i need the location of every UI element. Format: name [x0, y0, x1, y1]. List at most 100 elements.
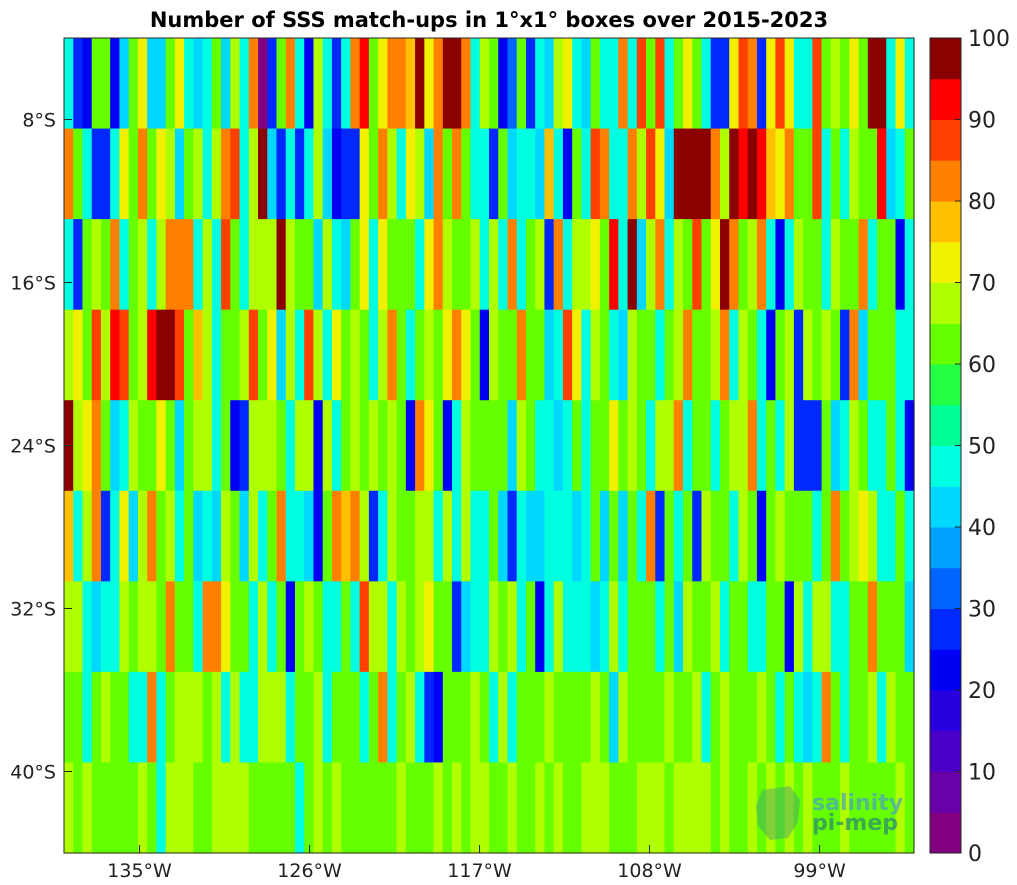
colorbar-tick-label: 30 — [968, 598, 996, 623]
heatmap-cell — [110, 38, 121, 130]
heatmap-cell — [405, 671, 416, 764]
heatmap-cell — [553, 490, 564, 582]
heatmap-cell — [793, 219, 804, 311]
heatmap-cell — [830, 219, 841, 311]
heatmap-cell — [350, 219, 361, 311]
heatmap-cell — [248, 671, 259, 764]
heatmap-cell — [267, 762, 278, 854]
heatmap-cell — [322, 309, 333, 401]
heatmap-cell — [766, 671, 777, 764]
heatmap-cell — [516, 128, 527, 220]
heatmap-cell — [64, 38, 74, 130]
heatmap-cell — [267, 38, 278, 130]
heatmap-cell — [544, 671, 555, 764]
heatmap-cell — [128, 762, 139, 854]
heatmap-cell — [479, 38, 490, 130]
heatmap-cell — [424, 219, 435, 311]
heatmap-cell — [692, 762, 703, 854]
heatmap-cell — [378, 581, 388, 673]
heatmap-cell — [341, 400, 352, 492]
heatmap-cell — [775, 581, 786, 673]
heatmap-cell — [544, 219, 555, 311]
heatmap-cell — [784, 38, 795, 130]
heatmap-cell — [119, 671, 130, 764]
heatmap-cell — [221, 309, 231, 401]
heatmap-cell — [784, 128, 795, 220]
heatmap-cell — [442, 219, 453, 311]
heatmap-cell — [147, 38, 157, 130]
heatmap-cell — [812, 400, 823, 492]
heatmap-cell — [341, 762, 352, 854]
heatmap-cell — [137, 490, 148, 582]
heatmap-cell — [673, 128, 684, 220]
colorbar-segment — [930, 364, 961, 406]
heatmap-cell — [230, 490, 241, 582]
heatmap-cell — [498, 219, 509, 311]
heatmap-cell — [248, 762, 259, 854]
heatmap-cell — [405, 490, 416, 582]
heatmap-cell — [202, 762, 213, 854]
axes: 135°W 126°W 117°W 108°W 99°W 8°S 16°S 24°S 32°S 4… — [10, 110, 846, 883]
heatmap-cell — [784, 490, 795, 582]
heatmap-cell — [784, 400, 795, 492]
heatmap-cell — [359, 490, 370, 582]
heatmap-cell — [803, 400, 813, 492]
heatmap-cell — [91, 219, 102, 311]
heatmap-cell — [82, 38, 93, 130]
heatmap-cell — [184, 490, 194, 582]
heatmap-cell — [507, 128, 518, 220]
heatmap-cell — [516, 671, 527, 764]
heatmap-cell — [830, 671, 841, 764]
heatmap-cell — [840, 400, 850, 492]
heatmap-cell — [849, 671, 860, 764]
heatmap-cell — [618, 38, 629, 130]
heatmap-cell — [553, 400, 564, 492]
heatmap-cell — [867, 762, 878, 854]
heatmap-cell — [609, 38, 619, 130]
heatmap-cell — [415, 309, 425, 401]
heatmap-cell — [664, 671, 675, 764]
heatmap-cell — [64, 671, 74, 764]
heatmap-cell — [719, 128, 730, 220]
colorbar-segment — [930, 201, 961, 243]
heatmap-cell — [618, 762, 629, 854]
heatmap-cell — [396, 219, 407, 311]
heatmap-cell — [239, 38, 250, 130]
heatmap-cell — [581, 38, 592, 130]
heatmap-cell — [840, 38, 850, 130]
heatmap-cell — [553, 128, 564, 220]
heatmap-cell — [230, 581, 241, 673]
heatmap-cell — [581, 400, 592, 492]
heatmap-cell — [368, 581, 379, 673]
heatmap-cell — [655, 671, 666, 764]
heatmap-cell — [904, 762, 915, 854]
heatmap-cell — [82, 400, 93, 492]
heatmap-cell — [646, 671, 656, 764]
heatmap-cell — [544, 128, 555, 220]
y-tick-label: 16°S — [10, 273, 56, 295]
heatmap-cell — [119, 38, 130, 130]
heatmap-cell — [258, 581, 268, 673]
heatmap-cell — [553, 762, 564, 854]
heatmap-cell — [489, 581, 499, 673]
heatmap-cell — [775, 128, 786, 220]
heatmap-cell — [470, 581, 481, 673]
heatmap-cell — [858, 581, 869, 673]
heatmap-cell — [452, 671, 462, 764]
heatmap-cell — [572, 671, 582, 764]
heatmap-cell — [378, 490, 388, 582]
heatmap-cell — [184, 309, 194, 401]
heatmap-cell — [646, 309, 656, 401]
heatmap-cell — [331, 762, 342, 854]
heatmap-cell — [378, 400, 388, 492]
heatmap-cell — [525, 762, 536, 854]
heatmap-cell — [211, 762, 222, 854]
heatmap-cell — [202, 38, 213, 130]
heatmap-cell — [858, 38, 869, 130]
heatmap-cell — [73, 38, 84, 130]
heatmap-cell — [747, 400, 758, 492]
heatmap-cell — [73, 309, 84, 401]
heatmap-cell — [590, 490, 601, 582]
heatmap-cell — [267, 671, 278, 764]
heatmap-cell — [525, 38, 536, 130]
